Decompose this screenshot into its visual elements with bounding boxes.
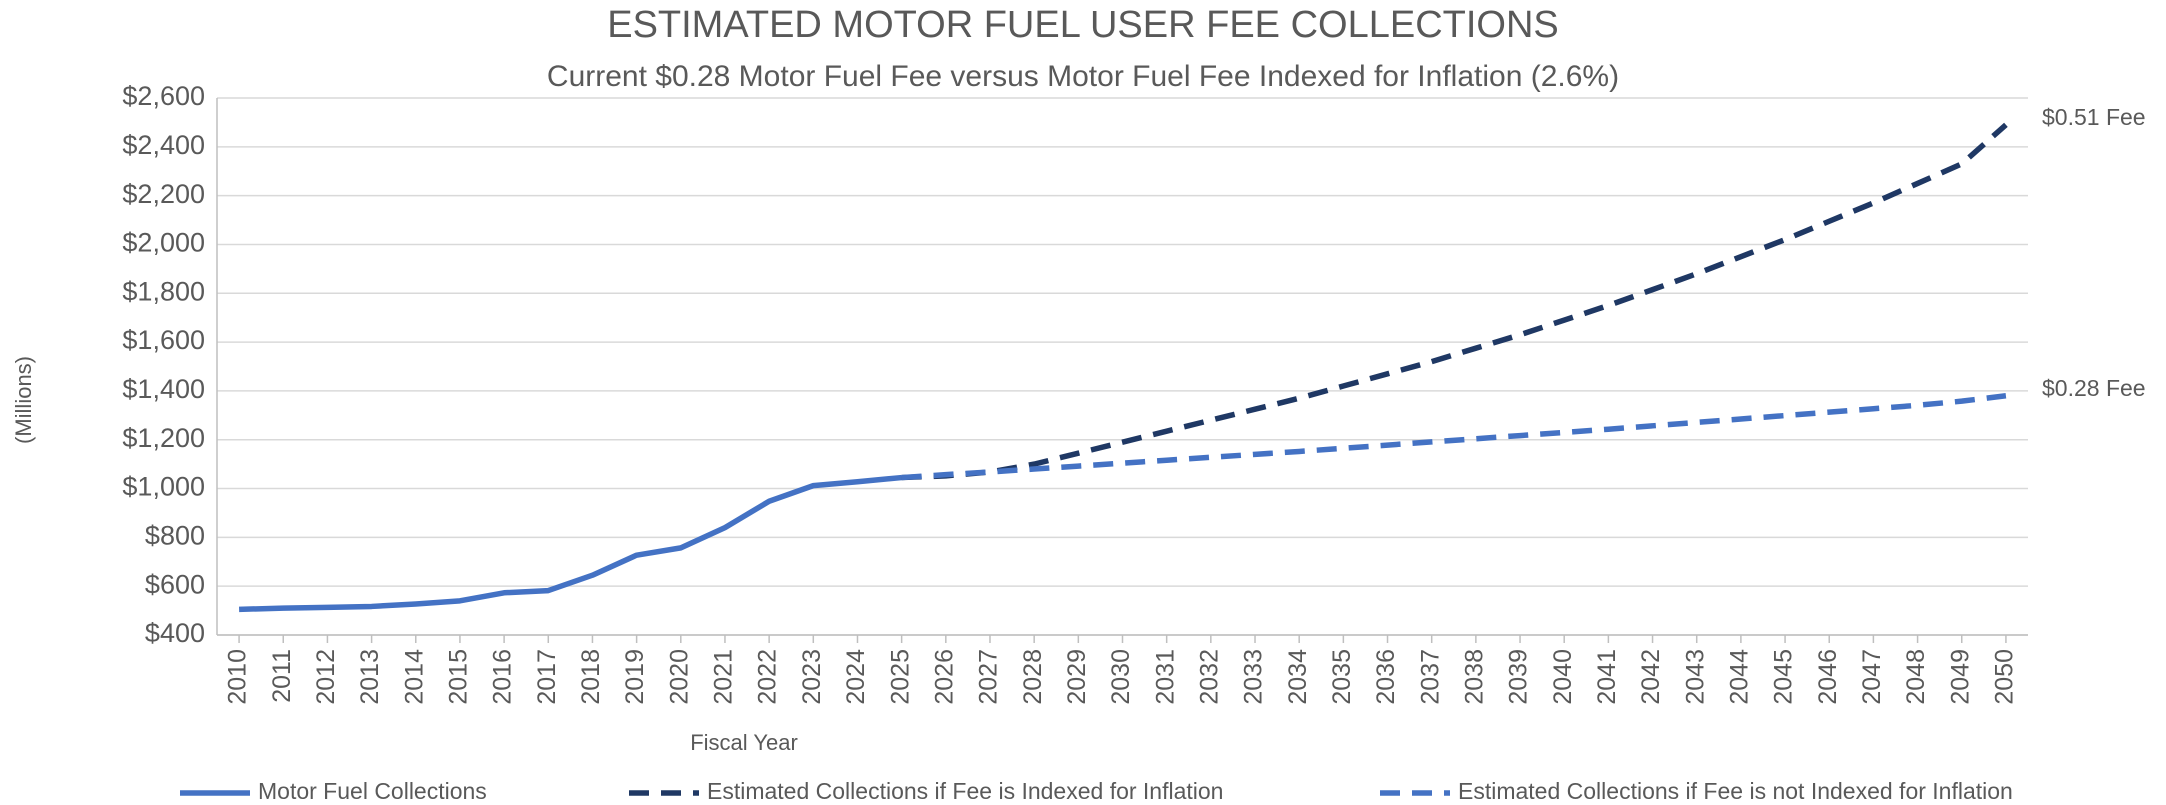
chart-subtitle: Current $0.28 Motor Fuel Fee versus Moto…	[547, 60, 1619, 93]
x-tick-label: 2024	[842, 649, 870, 705]
x-tick-label: 2029	[1063, 649, 1091, 705]
annotation: $0.28 Fee	[2042, 375, 2146, 401]
series-line	[901, 393, 2007, 481]
y-tick-label: $2,000	[122, 228, 205, 258]
x-tick-label: 2028	[1019, 649, 1047, 705]
y-tick-label: $400	[145, 618, 205, 648]
legend-label: Motor Fuel Collections	[258, 778, 487, 804]
x-tick-label: 2045	[1770, 649, 1798, 705]
x-tick-label: 2033	[1240, 649, 1268, 705]
legend-label: Estimated Collections if Fee is Indexed …	[707, 778, 1223, 804]
x-tick-label: 2013	[356, 649, 384, 705]
x-tick-label: 2043	[1681, 649, 1709, 705]
x-tick-label: 2050	[1991, 649, 2019, 705]
x-tick-label: 2036	[1372, 649, 1400, 705]
x-tick-label: 2014	[400, 649, 428, 705]
y-tick-label: $1,800	[122, 276, 205, 306]
y-tick-label: $1,600	[122, 325, 205, 355]
x-tick-label: 2038	[1460, 649, 1488, 705]
x-tick-label: 2012	[312, 649, 340, 705]
x-tick-label: 2026	[930, 649, 958, 705]
x-tick-label: 2018	[577, 649, 605, 705]
x-tick-label: 2031	[1151, 649, 1179, 705]
y-tick-label: $2,200	[122, 179, 205, 209]
y-axis-label: (Millions)	[11, 356, 36, 444]
x-tick-label: 2047	[1858, 649, 1886, 705]
y-tick-label: $1,400	[122, 374, 205, 404]
x-tick-label: 2042	[1637, 649, 1665, 705]
x-tick-label: 2030	[1107, 649, 1135, 705]
y-tick-label: $1,000	[122, 472, 205, 502]
y-tick-label: $1,200	[122, 423, 205, 453]
x-tick-label: 2021	[710, 649, 738, 705]
x-tick-label: 2011	[268, 649, 296, 703]
x-tick-label: 2034	[1284, 649, 1312, 705]
x-axis-label: Fiscal Year	[690, 730, 798, 755]
x-tick-label: 2046	[1814, 649, 1842, 705]
x-tick-label: 2015	[445, 649, 473, 705]
x-tick-label: 2010	[224, 649, 252, 705]
y-tick-label: $600	[145, 569, 205, 599]
x-tick-label: 2044	[1725, 649, 1753, 705]
x-tick-label: 2048	[1902, 649, 1930, 705]
x-tick-label: 2041	[1593, 649, 1621, 705]
x-tick-label: 2020	[665, 649, 693, 705]
x-tick-label: 2022	[754, 649, 782, 705]
series-line	[239, 474, 902, 613]
annotation: $0.51 Fee	[2042, 104, 2146, 130]
x-tick-label: 2017	[533, 649, 561, 705]
legend-label: Estimated Collections if Fee is not Inde…	[1458, 778, 2013, 804]
x-tick-label: 2016	[489, 649, 517, 705]
x-tick-label: 2023	[798, 649, 826, 705]
x-tick-label: 2027	[975, 649, 1003, 705]
x-tick-label: 2039	[1505, 649, 1533, 705]
y-tick-label: $2,400	[122, 130, 205, 160]
x-tick-label: 2040	[1549, 649, 1577, 705]
chart-title: ESTIMATED MOTOR FUEL USER FEE COLLECTION…	[607, 4, 1559, 46]
x-tick-label: 2025	[886, 649, 914, 705]
y-tick-label: $800	[145, 520, 205, 550]
x-tick-label: 2032	[1195, 649, 1223, 705]
y-tick-label: $2,600	[122, 81, 205, 111]
series-line	[901, 122, 2008, 481]
x-tick-label: 2037	[1416, 649, 1444, 705]
x-tick-label: 2049	[1946, 649, 1974, 705]
x-tick-label: 2019	[621, 649, 649, 705]
x-tick-label: 2035	[1328, 649, 1356, 705]
